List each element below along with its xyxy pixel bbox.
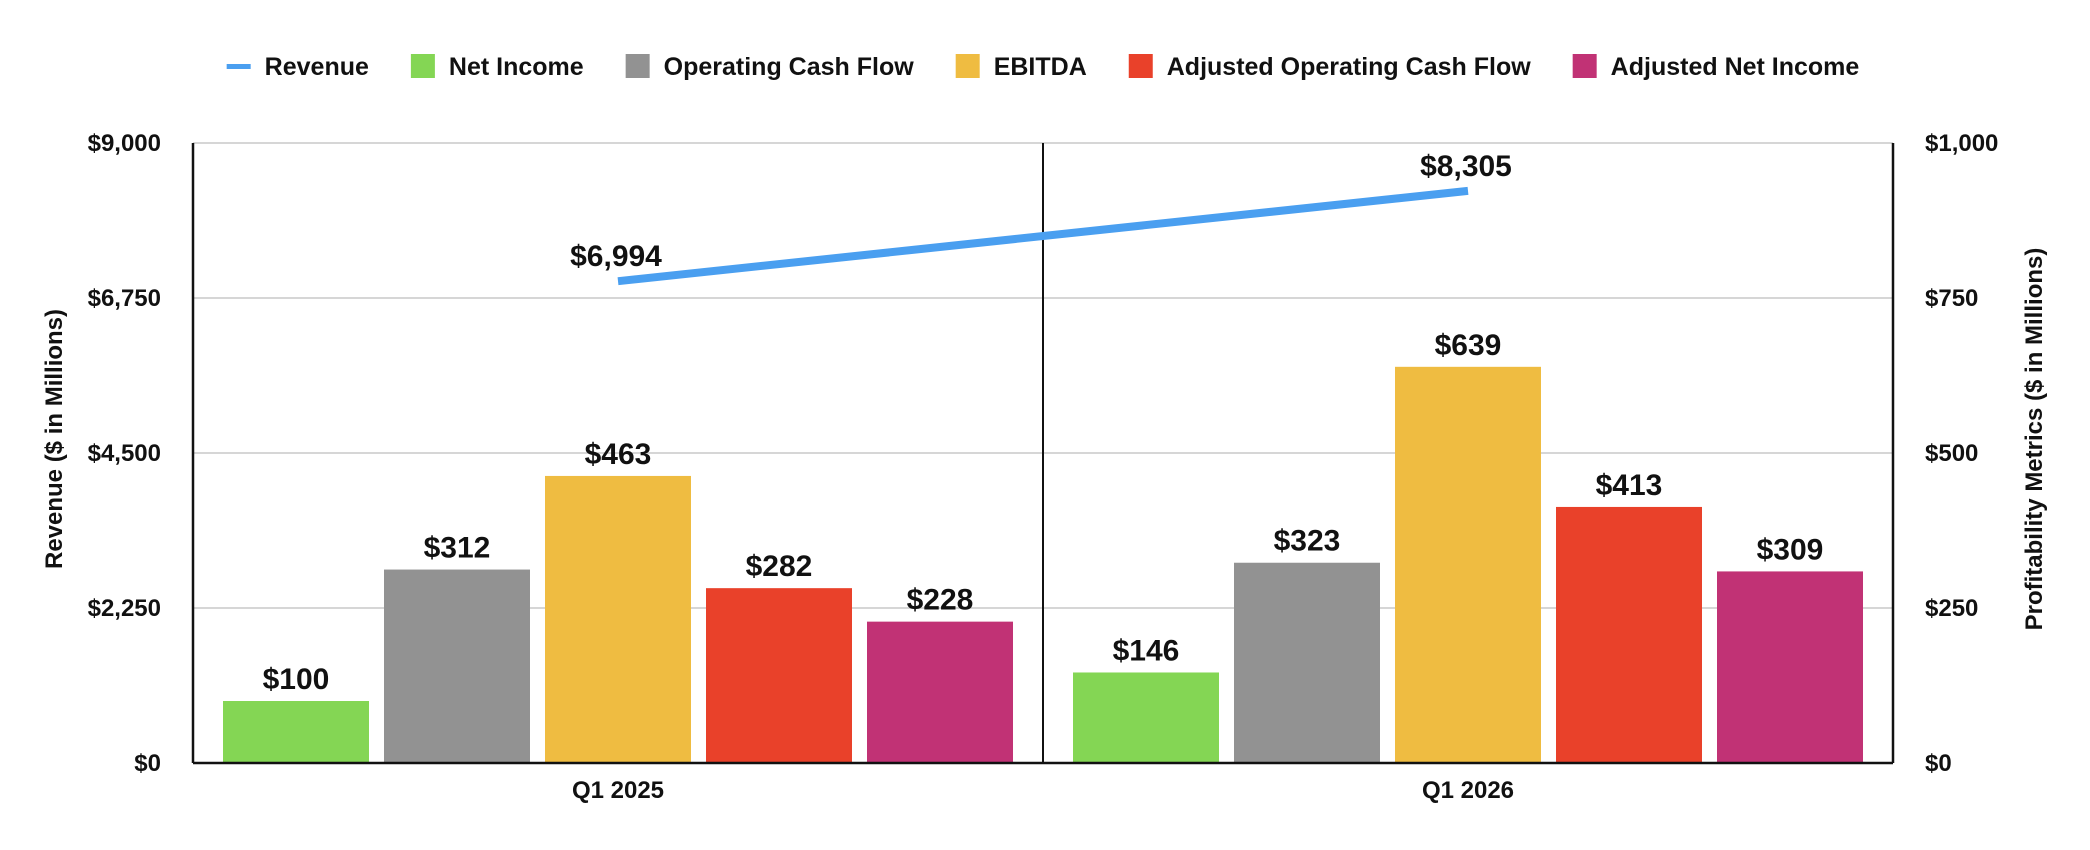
bar-adjusted-net-income-0 [867,621,1013,763]
left-tick-label: $4,500 [88,440,161,467]
category-label: Q1 2025 [572,777,664,804]
bar-value-label: $323 [1274,525,1341,558]
legend-swatch [955,54,980,78]
data-labels: $100 $312 $463 $282 $228 $146 $323 $639 $413 $309… [263,150,1824,696]
legend-swatch [625,54,650,78]
bar-value-label: $228 [907,584,974,617]
right-tick-label: $250 [1925,595,1978,622]
right-tick-label: $0 [1925,750,1952,777]
revenue-value-label: $6,994 [570,240,662,273]
legend-label: Adjusted Operating Cash Flow [1167,53,1531,81]
legend-label: Operating Cash Flow [664,53,915,81]
bar-value-label: $413 [1596,469,1663,502]
left-axis-title: Revenue ($ in Millions) [41,309,68,569]
category-label: Q1 2026 [1422,777,1514,804]
bar-value-label: $282 [746,550,813,583]
left-tick-label: $9,000 [88,130,161,157]
right-tick-label: $1,000 [1925,130,1998,157]
left-tick-label: $6,750 [88,285,161,312]
legend-swatch [1572,54,1597,78]
legend-label: Revenue [265,53,369,81]
revenue-line [617,186,1469,286]
bar-value-label: $312 [424,532,491,565]
legend-label: EBITDA [994,53,1087,81]
right-axis-title: Profitability Metrics ($ in Millions) [2021,248,2048,631]
left-tick-label: $0 [134,750,161,777]
bar-net-income-1 [1073,672,1219,763]
legend-swatch [410,54,435,78]
legend: Revenue Net Income Operating Cash Flow EBIT… [226,53,1860,81]
legend-item-ebitda: EBITDA [955,53,1087,81]
right-tick-label: $500 [1925,440,1978,467]
bar-value-label: $309 [1757,533,1824,566]
legend-swatch [226,64,251,69]
axes: $0 $2,250 $4,500 $6,750 $9,000 $0 $250 $500 $750… [88,130,1999,804]
bar-operating-cash-flow-0 [384,569,530,763]
bar-adjusted-operating-cash-flow-0 [706,588,852,763]
legend-item-adjusted-operating-cash-flow: Adjusted Operating Cash Flow [1128,53,1531,81]
bar-value-label: $146 [1113,634,1180,667]
legend-label: Adjusted Net Income [1611,53,1860,81]
right-tick-label: $750 [1925,285,1978,312]
bar-adjusted-operating-cash-flow-1 [1556,506,1702,763]
bar-value-label: $639 [1435,329,1502,362]
legend-swatch [1128,54,1153,78]
bar-operating-cash-flow-1 [1234,562,1380,763]
bar-ebitda-1 [1395,366,1541,763]
bar-ebitda-0 [545,475,691,763]
legend-item-adjusted-net-income: Adjusted Net Income [1572,53,1860,81]
bar-adjusted-net-income-1 [1717,571,1863,763]
bar-value-label: $100 [263,663,330,696]
left-tick-label: $2,250 [88,595,161,622]
revenue-line-path [617,186,1469,286]
legend-item-revenue: Revenue [226,53,369,81]
bar-series [223,366,1863,763]
legend-item-net-income: Net Income [410,53,584,81]
revenue-value-label: $8,305 [1420,150,1512,183]
legend-item-operating-cash-flow: Operating Cash Flow [625,53,915,81]
bar-value-label: $463 [585,438,652,471]
bar-net-income-0 [223,701,369,763]
legend-label: Net Income [449,53,584,81]
